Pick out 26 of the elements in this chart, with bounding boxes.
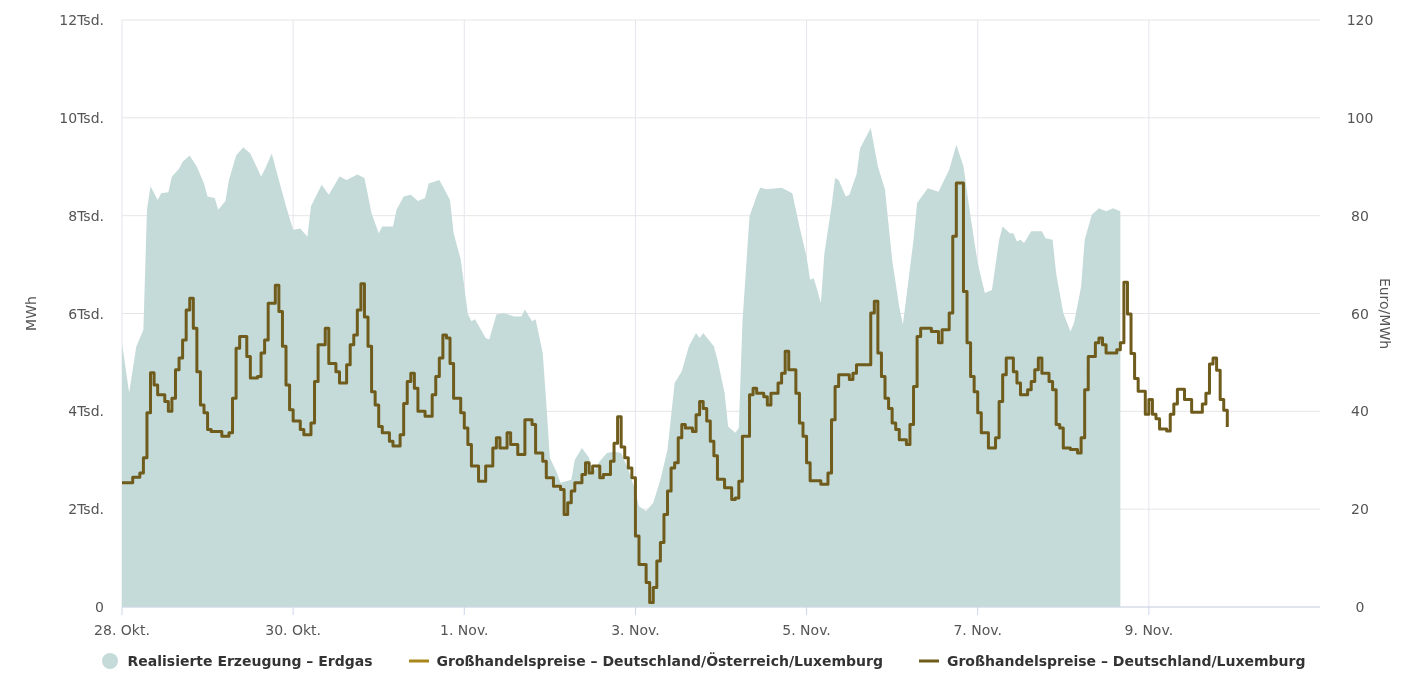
y2-tick-label: 120 [1346,12,1374,28]
x-tick-label: 9. Nov. [1124,622,1174,638]
legend-label: Großhandelspreise – Deutschland/Luxemburg [946,653,1306,669]
x-tick-label: 5. Nov. [782,622,831,638]
y-tick-label: 4Tsd. [68,403,104,420]
y-tick-label: 0 [95,599,104,615]
y2-tick-label: 80 [1351,207,1369,224]
x-tick-label: 3. Nov. [611,622,660,638]
y2-tick-label: 100 [1346,109,1374,126]
y2-tick-label: 20 [1351,501,1369,518]
legend-label: Realisierte Erzeugung – Erdgas [127,653,373,669]
x-tick-label: 28. Okt. [94,622,150,638]
y2-tick-label: 60 [1351,305,1369,322]
y2-tick-label: 0 [1355,599,1365,615]
x-tick-label: 30. Okt. [265,622,322,638]
y-tick-label: 2Tsd. [68,501,104,518]
legend-label: Großhandelspreise – Deutschland/Österreich/Luxemburg [436,653,883,669]
y-axis-title: MWh [23,296,39,331]
y2-tick-label: 40 [1351,403,1369,420]
y-tick-label: 12Tsd. [59,12,104,28]
x-tick-label: 1. Nov. [440,622,489,638]
y-tick-label: 8Tsd. [68,207,104,224]
y2-axis-title: Euro/MWh [1377,277,1393,350]
y-tick-label: 10Tsd. [59,109,104,126]
y-tick-label: 6Tsd. [68,305,104,322]
x-tick-label: 7. Nov. [953,622,1002,638]
